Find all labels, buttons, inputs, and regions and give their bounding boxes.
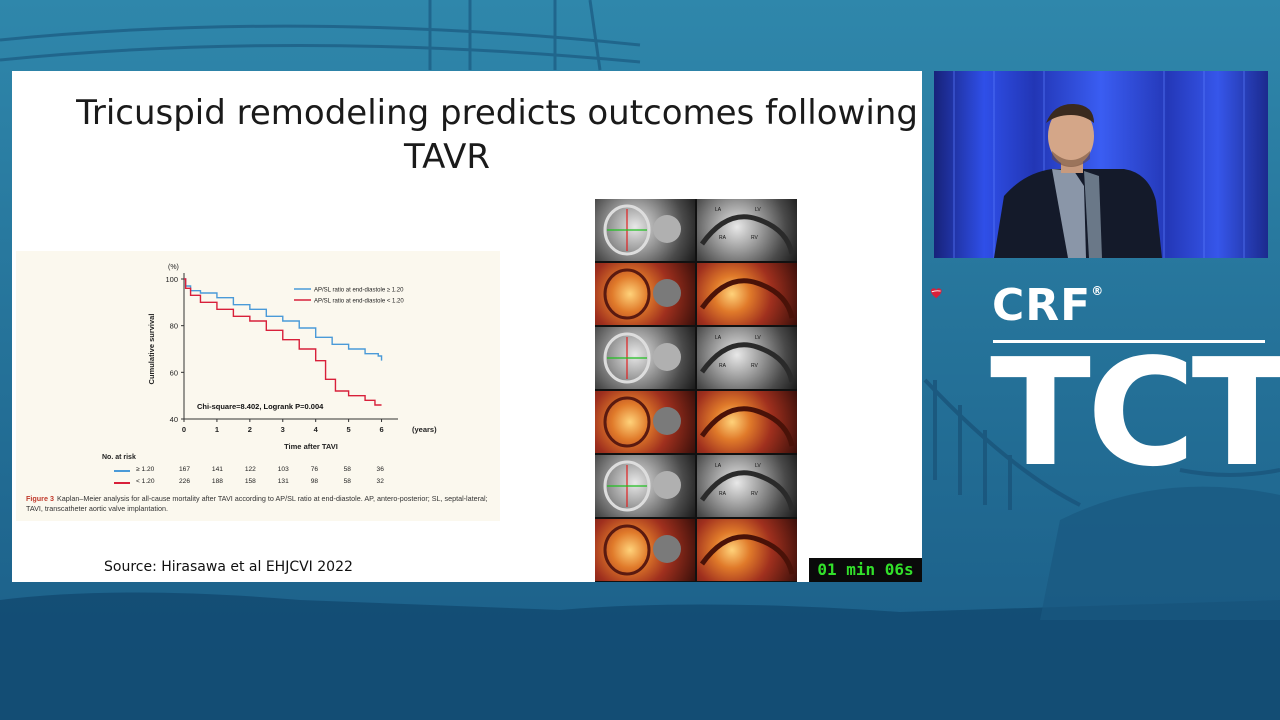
ct-image-tile: LA LV RA RV: [697, 199, 797, 261]
x-tick-label: 4: [314, 425, 319, 434]
ct-image-tile: [595, 519, 695, 581]
ct-chamber-label: RA: [719, 363, 727, 369]
ct-tile-graphic: LA LV RA RV: [699, 207, 795, 255]
figure-caption: Figure 3 Kaplan–Meier analysis for all-ca…: [26, 494, 496, 513]
slide-title: Tricuspid remodeling predicts outcomes f…: [72, 91, 922, 179]
x-axis-title: Time after TAVI: [284, 442, 338, 451]
kaplan-meier-figure: 40 60 80 100 0 1 2 3 4 5 6 (years) (%) Time after TAV…: [16, 251, 500, 521]
ct-chamber-label: LV: [755, 335, 761, 341]
ct-tile-graphic: [603, 524, 681, 576]
y-axis-title: Cumulative survival: [147, 314, 156, 385]
ct-tile-graphic: [603, 396, 681, 448]
risk-row-value: 226: [179, 478, 191, 485]
x-tick-label: 5: [347, 425, 351, 434]
ct-chamber-label: RV: [751, 235, 759, 241]
risk-row-value: 36: [376, 466, 384, 473]
ct-chamber-label: LA: [715, 335, 722, 341]
countdown-timer: 01 min 06s: [809, 558, 922, 582]
risk-row-swatch: [114, 470, 130, 472]
survival-chart: 40 60 80 100 0 1 2 3 4 5 6 (years) (%) Time after TAV…: [147, 264, 437, 451]
ct-image-tile: [697, 263, 797, 325]
y-tick-label: 40: [170, 415, 178, 424]
tct-logo-text: TCT: [990, 327, 1280, 499]
ct-image-tile: [595, 263, 695, 325]
risk-row-swatch: [114, 482, 130, 484]
risk-row-value: 98: [310, 478, 319, 485]
ct-image-tile: LA LV RA RV: [697, 327, 797, 389]
ct-tile-graphic: [699, 406, 795, 447]
risk-row-value: 167: [179, 466, 191, 473]
ct-chamber-label: RV: [751, 491, 759, 497]
x-tick-label: 2: [248, 425, 252, 434]
risk-row-value: 32: [376, 478, 384, 485]
ct-tile-graphic: [699, 534, 795, 575]
speaker-video-feed: [934, 71, 1268, 258]
ct-image-tile: [595, 199, 695, 261]
ct-tile-graphic: [603, 268, 681, 320]
x-tick-label: 0: [182, 425, 186, 434]
ct-chamber-label: LA: [715, 207, 722, 213]
crf-logo-text: CRF®: [992, 280, 1104, 331]
slide-title-line-1: Tricuspid remodeling predicts outcomes f…: [76, 93, 918, 133]
statistics-annotation: Chi-square=8.402, Logrank P=0.004: [197, 402, 324, 411]
survival-curve-series-2: [184, 278, 382, 406]
y-tick-label: 100: [165, 275, 178, 284]
ct-image-tile: [595, 455, 695, 517]
ct-tile-graphic: LA LV RA RV: [699, 463, 795, 511]
risk-row-value: 58: [343, 478, 351, 485]
ct-image-tile: LA LV RA RV: [697, 455, 797, 517]
ct-chamber-label: RA: [719, 491, 727, 497]
y-tick-label: 80: [170, 322, 178, 331]
cardiac-ct-image-panel: LA LV RA RV LA LV RA RV LA LV RA RV: [595, 199, 797, 582]
risk-row-value: 58: [343, 466, 351, 473]
risk-table-header: No. at risk: [102, 454, 136, 461]
survival-curve-series-1: [184, 278, 383, 361]
ct-tile-graphic: LA LV RA RV: [699, 335, 795, 383]
figure-caption-text: Kaplan–Meier analysis for all-cause mort…: [26, 494, 488, 513]
ct-image-tile: [697, 519, 797, 581]
x-tick-label: 6: [379, 425, 383, 434]
ct-image-tile: [595, 327, 695, 389]
registered-mark: ®: [1091, 284, 1105, 298]
risk-row-value: 158: [244, 478, 256, 485]
slide-title-line-2: TAVR: [403, 137, 491, 177]
crf-heart-logo-icon: [930, 288, 942, 299]
ct-image-tile: [595, 391, 695, 453]
speaker-image: [934, 71, 1268, 258]
source-citation: Source: Hirasawa et al EHJCVI 2022: [104, 559, 353, 575]
ct-chamber-label: LV: [755, 207, 761, 213]
risk-row-value: 131: [277, 478, 289, 485]
risk-row-value: 122: [244, 466, 256, 473]
ct-chamber-label: LA: [715, 463, 722, 469]
risk-row-value: 188: [211, 478, 223, 485]
y-tick-label: 60: [170, 368, 178, 377]
logo-divider: [993, 340, 1265, 343]
ct-tile-graphic: [603, 204, 681, 256]
risk-row-label: ≥ 1.20: [136, 466, 155, 473]
x-tick-label: 1: [215, 425, 219, 434]
presentation-slide: Tricuspid remodeling predicts outcomes f…: [12, 71, 922, 582]
risk-row-value: 141: [211, 466, 223, 473]
y-unit-label: (%): [168, 264, 179, 271]
legend-label-1: AP/SL ratio at end-diastole ≥ 1.20: [314, 288, 404, 294]
ct-chamber-label: RA: [719, 235, 727, 241]
ct-chamber-label: LV: [755, 463, 761, 469]
legend-label-2: AP/SL ratio at end-diastole < 1.20: [314, 299, 404, 305]
ct-tile-graphic: [699, 278, 795, 319]
crf-wordmark: CRF: [992, 280, 1092, 331]
ct-image-tile: [697, 391, 797, 453]
risk-row-label: < 1.20: [136, 478, 155, 485]
risk-row-value: 76: [310, 466, 319, 473]
risk-row-value: 103: [277, 466, 289, 473]
x-unit-label: (years): [412, 425, 437, 434]
ct-tile-graphic: [603, 460, 681, 512]
x-tick-label: 3: [281, 425, 285, 434]
ct-chamber-label: RV: [751, 363, 759, 369]
figure-caption-label: Figure 3: [26, 494, 54, 503]
ct-tile-graphic: [603, 332, 681, 384]
